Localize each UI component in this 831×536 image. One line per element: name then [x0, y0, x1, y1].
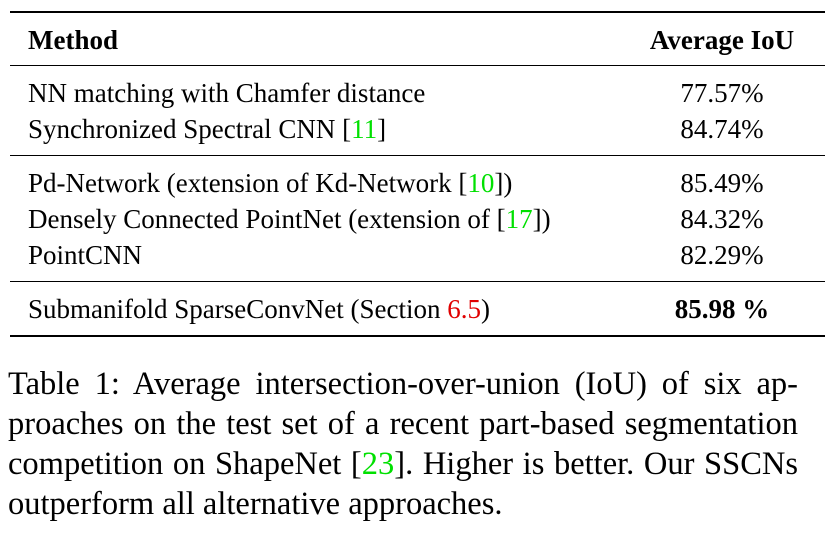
text: NN matching with Chamfer distance: [28, 77, 426, 108]
text: Synchronized Spectral CNN [: [28, 113, 352, 144]
method-cell: PointCNN: [10, 240, 627, 271]
caption-line: proaches on the test set of a recent par…: [8, 404, 798, 444]
table-row: Densely Connected PointNet (extension of…: [10, 201, 825, 237]
method-cell: Densely Connected PointNet (extension of…: [10, 204, 627, 235]
method-cell: Synchronized Spectral CNN [11]: [10, 114, 627, 145]
table-row: PointCNN 82.29%: [10, 237, 825, 273]
text: competition on ShapeNet [: [8, 446, 362, 482]
header-row: Method Average IoU: [10, 13, 825, 65]
header-cell: Method: [28, 24, 118, 55]
table-row: Submanifold SparseConvNet (Section 6.5) 8…: [10, 291, 825, 327]
text: ]): [532, 203, 551, 234]
text: proaches on the test set of a recent par…: [8, 406, 798, 442]
caption-line: competition on ShapeNet [23]. Higher is …: [8, 444, 798, 484]
method-cell: Submanifold SparseConvNet (Section 6.5): [10, 294, 627, 325]
reference: 17: [505, 203, 533, 234]
iou-cell: 77.57%: [680, 77, 764, 108]
caption-line: Table 1: Average intersection-over-union…: [8, 364, 798, 404]
table-row: NN matching with Chamfer distance 77.57%: [10, 75, 825, 111]
iou-cell: 84.32%: [680, 203, 764, 234]
table-row: Synchronized Spectral CNN [11] 84.74%: [10, 111, 825, 147]
text: PointCNN: [28, 239, 143, 270]
header-cell: Average IoU: [649, 24, 795, 55]
text: Table 1: Average intersection-over-union…: [8, 366, 798, 402]
method-cell: NN matching with Chamfer distance: [10, 78, 627, 109]
iou-cell: 82.29%: [680, 239, 764, 270]
caption-line: outperform all alternative approaches.: [8, 484, 798, 524]
reference: 6.5: [447, 293, 481, 324]
iou-cell: 84.74%: [680, 113, 764, 144]
row-group: Pd-Network (extension of Kd-Network [10]…: [10, 155, 825, 281]
reference: 23: [361, 446, 395, 482]
text: ): [480, 293, 490, 324]
text: ]. Higher is better. Our SSCNs: [394, 446, 798, 482]
reference: 11: [351, 113, 378, 144]
text: ]: [377, 113, 387, 144]
iou-cell: 85.49%: [680, 167, 764, 198]
caption: Table 1: Average intersection-over-union…: [8, 364, 798, 524]
table-row: Pd-Network (extension of Kd-Network [10]…: [10, 165, 825, 201]
text: ]): [494, 167, 513, 198]
text: Submanifold SparseConvNet (Section: [28, 293, 448, 324]
results-table: Method Average IoU NN matching with Cham…: [10, 11, 825, 337]
method-cell: Pd-Network (extension of Kd-Network [10]…: [10, 168, 627, 199]
iou-cell: 85.98 %: [674, 293, 770, 324]
text: outperform all alternative approaches.: [8, 486, 503, 522]
text: Pd-Network (extension of Kd-Network [: [28, 167, 468, 198]
reference: 10: [467, 167, 495, 198]
row-group: Submanifold SparseConvNet (Section 6.5) 8…: [10, 281, 825, 335]
row-group: NN matching with Chamfer distance 77.57% S…: [10, 65, 825, 155]
text: Densely Connected PointNet (extension of…: [28, 203, 506, 234]
